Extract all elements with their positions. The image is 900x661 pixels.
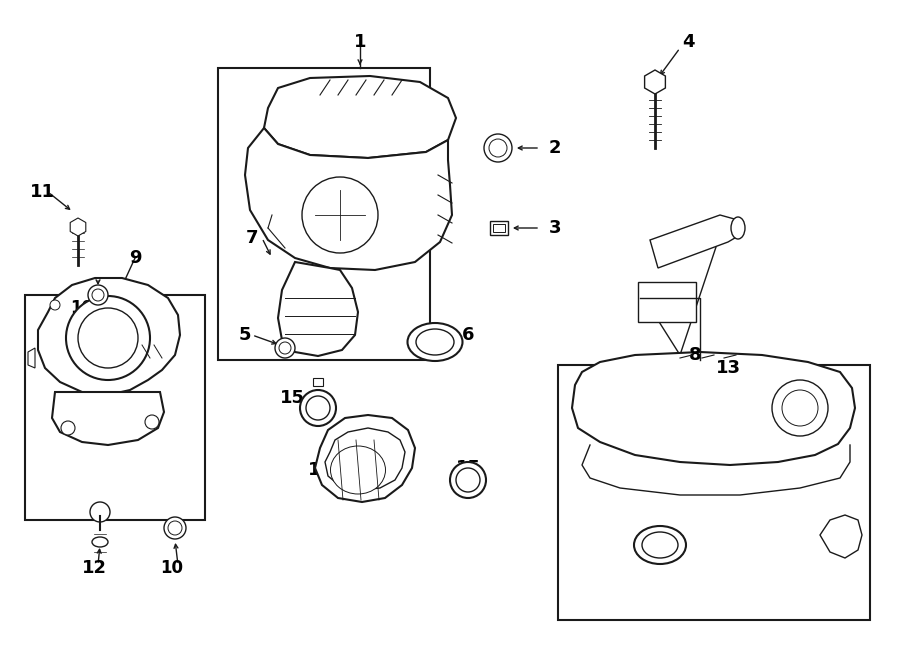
Circle shape [450, 462, 486, 498]
Polygon shape [38, 278, 180, 395]
Circle shape [279, 342, 291, 354]
Text: 10: 10 [70, 299, 94, 317]
Circle shape [168, 521, 182, 535]
Text: 4: 4 [682, 33, 694, 51]
Circle shape [456, 468, 480, 492]
Circle shape [484, 134, 512, 162]
Polygon shape [325, 428, 405, 490]
Text: 3: 3 [549, 219, 562, 237]
Circle shape [302, 177, 378, 253]
Polygon shape [572, 352, 855, 465]
Text: 8: 8 [688, 346, 701, 364]
Ellipse shape [330, 446, 385, 494]
Circle shape [275, 338, 295, 358]
Circle shape [88, 285, 108, 305]
Text: 9: 9 [129, 249, 141, 267]
Ellipse shape [408, 323, 463, 361]
Circle shape [90, 502, 110, 522]
Circle shape [306, 396, 330, 420]
Text: 2: 2 [549, 139, 562, 157]
Bar [25, 295, 205, 520]
Text: 14: 14 [308, 461, 332, 479]
Bar [493, 224, 505, 232]
Circle shape [66, 296, 150, 380]
Text: 11: 11 [30, 183, 55, 201]
Polygon shape [650, 215, 740, 268]
Polygon shape [52, 392, 164, 445]
Polygon shape [264, 76, 456, 158]
Bar [638, 282, 696, 322]
Text: 15: 15 [455, 459, 481, 477]
Polygon shape [245, 128, 452, 270]
Polygon shape [820, 515, 862, 558]
Bar [558, 365, 870, 620]
Bar [218, 68, 430, 360]
Circle shape [300, 390, 336, 426]
Text: 5: 5 [238, 326, 251, 344]
Ellipse shape [92, 537, 108, 547]
Text: 12: 12 [82, 559, 106, 577]
Circle shape [50, 300, 60, 310]
Circle shape [164, 517, 186, 539]
Polygon shape [28, 348, 35, 368]
Circle shape [489, 139, 507, 157]
Ellipse shape [642, 532, 678, 558]
Ellipse shape [634, 526, 686, 564]
Text: 1: 1 [354, 33, 366, 51]
Circle shape [782, 390, 818, 426]
Text: 10: 10 [160, 559, 184, 577]
Circle shape [772, 380, 828, 436]
Circle shape [61, 421, 75, 435]
Polygon shape [278, 262, 358, 356]
Circle shape [145, 415, 159, 429]
Polygon shape [315, 415, 415, 502]
Text: 15: 15 [280, 389, 304, 407]
Text: 13: 13 [716, 359, 741, 377]
Circle shape [78, 308, 138, 368]
Circle shape [92, 289, 104, 301]
Text: 7: 7 [246, 229, 258, 247]
Text: 6: 6 [462, 326, 474, 344]
Bar [490, 221, 508, 235]
Ellipse shape [416, 329, 454, 355]
Bar [313, 378, 323, 386]
Ellipse shape [731, 217, 745, 239]
